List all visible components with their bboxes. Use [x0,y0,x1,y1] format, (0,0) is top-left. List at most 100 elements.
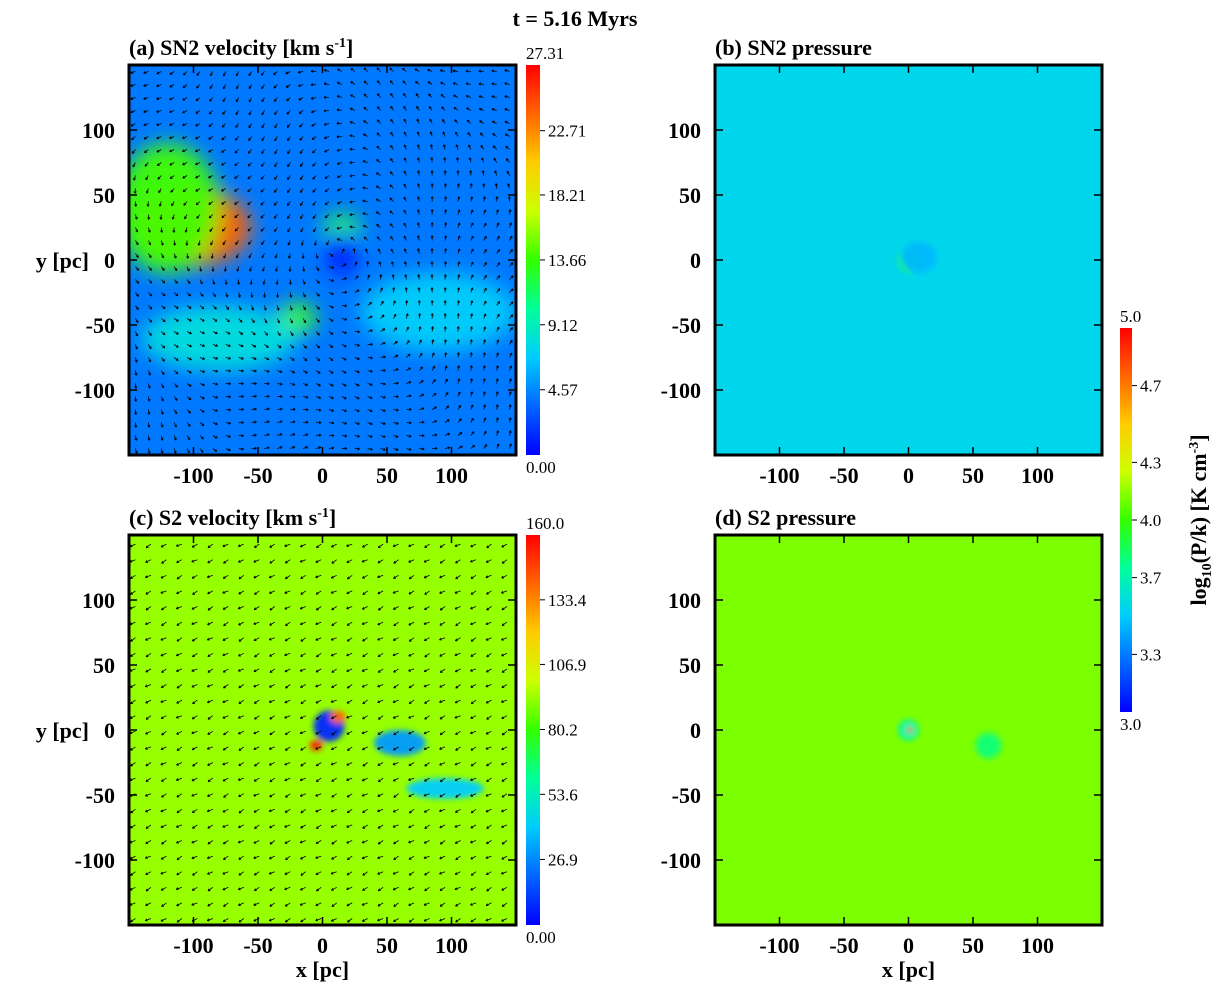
velocity-arrow [254,824,260,829]
velocity-arrowhead [470,654,473,657]
velocity-arrow [284,637,291,642]
velocity-arrow [129,559,136,563]
velocity-arrowhead [408,701,411,704]
velocity-arrowhead [241,448,244,451]
velocity-arrowhead [195,123,198,127]
velocity-arrowhead [254,447,257,450]
velocity-arrowhead [376,67,380,70]
velocity-arrowhead [417,131,420,134]
velocity-arrow [331,918,337,922]
field-feature [975,732,1002,759]
velocity-arrowhead [302,282,306,285]
velocity-arrow [176,793,183,798]
velocity-arrowhead [361,684,364,688]
velocity-arrowhead [481,157,485,160]
velocity-arrowhead [269,622,272,626]
velocity-arrow [315,793,322,797]
velocity-arrowhead [268,575,272,578]
velocity-arrowhead [415,93,419,95]
velocity-arrowhead [417,144,420,147]
velocity-arrow [176,902,183,907]
velocity-arrowhead [207,670,210,673]
velocity-arrow [454,543,461,547]
velocity-arrowhead [134,373,137,376]
velocity-arrow [285,902,291,907]
colorbar-tick-label: 4.3 [1140,453,1161,472]
velocity-arrow [486,668,492,673]
velocity-arrowhead [478,95,482,97]
velocity-arrowhead [285,794,287,798]
velocity-arrow [269,730,276,736]
velocity-arrow [501,840,508,845]
x-tick-label: -100 [759,463,799,488]
velocity-arrowhead [344,277,347,281]
velocity-arrowhead [336,175,340,178]
velocity-arrowhead [144,684,148,687]
velocity-arrow [439,855,446,860]
velocity-arrowhead [191,793,194,797]
velocity-arrowhead [234,176,236,179]
x-tick-label: 100 [435,463,468,488]
velocity-arrow [455,918,461,923]
velocity-arrow [501,793,508,798]
velocity-arrowhead [501,841,504,845]
y-axis-label: y [pc] [36,718,89,743]
velocity-arrowhead [465,69,469,72]
velocity-arrowhead [510,417,512,420]
velocity-arrowhead [346,825,349,828]
velocity-arrowhead [377,809,380,812]
velocity-arrowhead [145,841,148,844]
velocity-arrowhead [253,856,256,859]
velocity-arrowhead [130,747,132,751]
velocity-arrowhead [238,638,241,642]
velocity-arrowhead [408,559,411,563]
velocity-arrowhead [361,559,364,563]
velocity-arrowhead [284,824,287,828]
velocity-arrowhead [480,144,484,147]
velocity-arrow [455,559,461,564]
velocity-arrowhead [393,607,395,610]
x-tick-label: 0 [903,933,914,958]
velocity-arrowhead [160,544,163,548]
velocity-arrowhead [362,919,365,922]
velocity-arrowhead [176,762,179,766]
velocity-arrow [238,668,244,672]
velocity-arrowhead [455,560,457,564]
velocity-arrow [485,637,492,641]
velocity-arrowhead [347,576,349,580]
velocity-arrowhead [134,386,137,389]
velocity-arrowhead [346,872,349,875]
velocity-arrowhead [315,731,318,735]
velocity-arrowhead [471,352,473,355]
velocity-arrow [377,762,384,766]
velocity-arrowhead [160,856,163,860]
velocity-arrowhead [362,544,365,548]
velocity-arrowhead [491,69,495,72]
velocity-arrowhead [305,434,309,437]
velocity-arrowhead [403,105,407,108]
velocity-arrowhead [234,215,237,218]
velocity-arrowhead [389,210,393,212]
velocity-arrowhead [377,560,380,564]
velocity-arrowhead [312,150,314,154]
velocity-arrowhead [284,810,287,813]
velocity-arrowhead [175,715,179,719]
velocity-arrowhead [404,144,407,147]
velocity-arrow [300,606,306,610]
colorbar-tick-label: 26.9 [548,850,578,869]
velocity-arrowhead [207,607,210,611]
velocity-arrowhead [357,345,360,347]
velocity-arrow [331,715,337,719]
velocity-arrow [377,840,384,845]
velocity-arrow [470,684,477,688]
velocity-arrowhead [346,700,349,704]
velocity-arrowhead [130,83,133,87]
velocity-arrowhead [161,373,165,375]
velocity-arrowhead [275,268,277,272]
velocity-arrowhead [176,591,179,594]
velocity-arrow [299,668,306,672]
velocity-arrowhead [431,274,434,277]
velocity-arrowhead [191,669,194,672]
velocity-arrowhead [370,343,373,346]
